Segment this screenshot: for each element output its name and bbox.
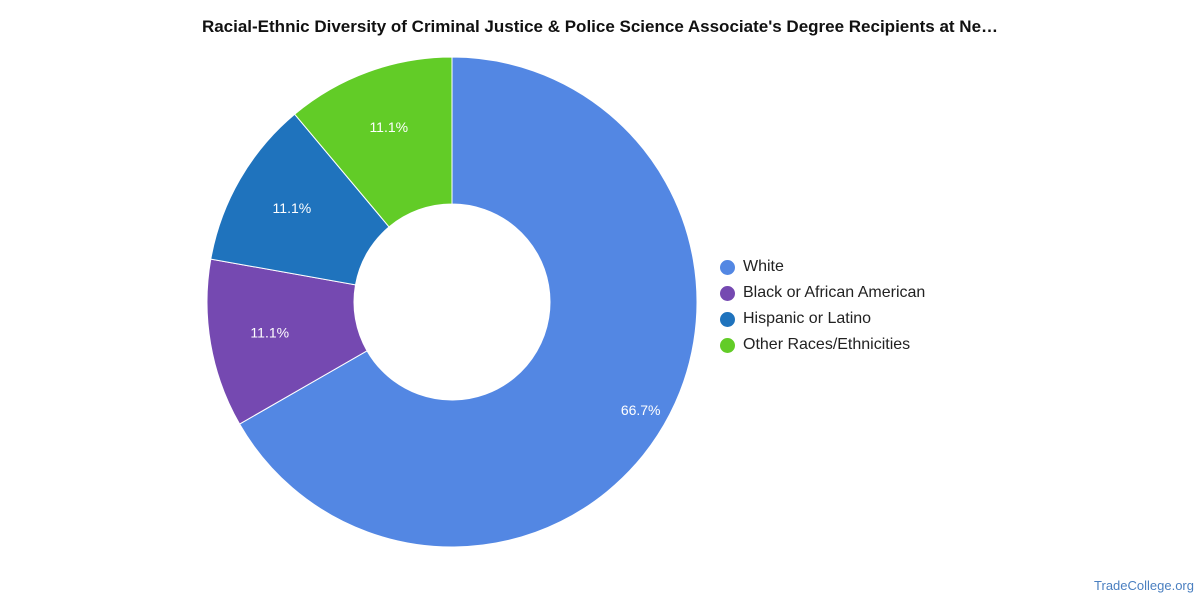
donut-slice-hispanic-or-latino[interactable] — [210, 113, 390, 286]
legend-label: Black or African American — [743, 284, 926, 301]
chart-legend: White Black or African American Hispanic… — [720, 254, 925, 358]
legend-item-other-races-ethnicities[interactable]: Other Races/Ethnicities — [720, 332, 925, 358]
legend-label: Hispanic or Latino — [743, 310, 872, 327]
legend-item-white[interactable]: White — [720, 254, 925, 280]
legend-swatch — [720, 259, 735, 275]
legend-swatch — [720, 337, 735, 353]
slice-value-label: 11.1% — [273, 200, 312, 216]
legend-swatch — [720, 311, 735, 327]
slice-value-label: 11.1% — [369, 119, 408, 135]
donut-slice-black-or-african-american[interactable] — [206, 258, 368, 425]
watermark-link[interactable]: TradeCollege.org — [1094, 578, 1194, 593]
slice-value-label: 11.1% — [250, 325, 289, 341]
legend-swatch — [720, 285, 735, 301]
legend-label: Other Races/Ethnicities — [743, 336, 911, 353]
donut-slice-other-races-ethnicities[interactable] — [293, 56, 453, 228]
donut-slice-white[interactable] — [238, 56, 698, 548]
slice-value-label: 66.7% — [621, 402, 661, 418]
chart-title: Racial-Ethnic Diversity of Criminal Just… — [201, 17, 999, 36]
legend-label: White — [743, 258, 784, 275]
legend-item-hispanic-or-latino[interactable]: Hispanic or Latino — [720, 306, 925, 332]
legend-item-black-or-african-american[interactable]: Black or African American — [720, 280, 925, 306]
